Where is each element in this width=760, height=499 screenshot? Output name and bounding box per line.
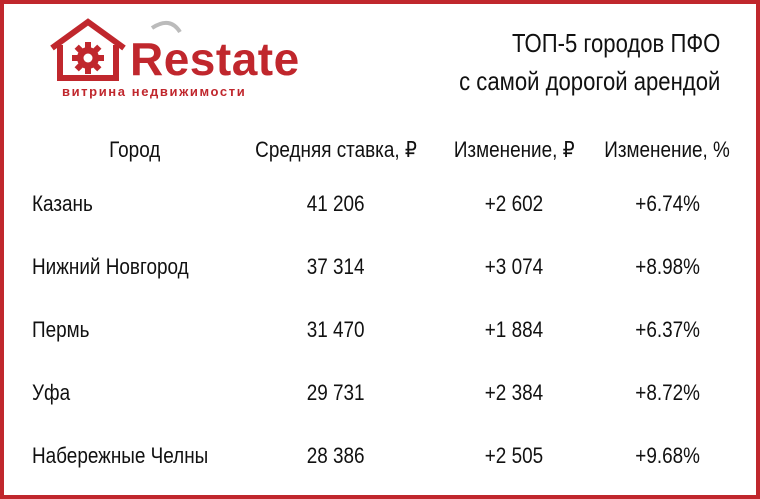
cell-rate: 28 386 <box>307 442 366 468</box>
header-rate: Средняя ставка, ₽ <box>255 137 417 162</box>
restate-logo: Restate витрина недвижимости <box>48 18 318 108</box>
rent-table: Город Средняя ставка, ₽ Изменение, ₽ Изм… <box>32 128 742 487</box>
cell-change-pct: +8.98% <box>634 253 700 279</box>
cell-rate: 37 314 <box>307 253 366 279</box>
cell-change-pct: +8.72% <box>634 379 700 405</box>
table-row: Набережные Челны 28 386 +2 505 +9.68% <box>32 424 742 487</box>
cell-change-pct: +9.68% <box>634 442 700 468</box>
header-change-pct: Изменение, % <box>604 137 731 162</box>
table-row: Казань 41 206 +2 602 +6.74% <box>32 172 742 235</box>
table-row: Уфа 29 731 +2 384 +8.72% <box>32 361 742 424</box>
cell-city: Нижний Новгород <box>32 253 189 279</box>
cell-change-abs: +2 602 <box>484 190 544 216</box>
header-change-abs: Изменение, ₽ <box>453 137 575 162</box>
cell-rate: 41 206 <box>307 190 366 216</box>
cell-rate: 31 470 <box>307 316 366 342</box>
title-line-1: ТОП-5 городов ПФО <box>511 28 720 58</box>
cell-change-abs: +2 505 <box>484 442 544 468</box>
cell-change-pct: +6.37% <box>634 316 700 342</box>
cell-rate: 29 731 <box>307 379 366 405</box>
table-header-row: Город Средняя ставка, ₽ Изменение, ₽ Изм… <box>32 128 742 172</box>
cell-change-abs: +1 884 <box>484 316 544 342</box>
cell-change-abs: +3 074 <box>484 253 544 279</box>
page-title: ТОП-5 городов ПФО с самой дорогой арендо… <box>459 24 720 100</box>
cell-city: Набережные Челны <box>32 442 209 468</box>
cell-city: Пермь <box>32 316 90 342</box>
cell-city: Уфа <box>32 379 71 405</box>
title-line-2: с самой дорогой арендой <box>458 66 720 96</box>
header-city: Город <box>108 137 161 162</box>
table-row: Пермь 31 470 +1 884 +6.37% <box>32 298 742 361</box>
logo-tagline: витрина недвижимости <box>62 84 247 99</box>
house-gear-icon <box>50 18 182 81</box>
cell-city: Казань <box>32 190 93 216</box>
table-row: Нижний Новгород 37 314 +3 074 +8.98% <box>32 235 742 298</box>
cell-change-abs: +2 384 <box>484 379 544 405</box>
logo-brand-text: Restate <box>130 33 300 85</box>
cell-change-pct: +6.74% <box>634 190 700 216</box>
